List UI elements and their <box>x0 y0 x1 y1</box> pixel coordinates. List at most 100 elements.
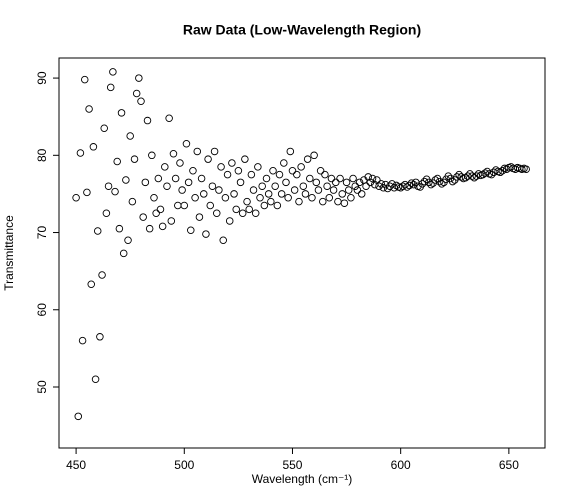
point <box>208 182 217 190</box>
point <box>332 178 340 187</box>
point <box>334 197 342 206</box>
point <box>197 174 206 183</box>
point <box>293 170 301 179</box>
point <box>171 174 180 183</box>
point <box>158 222 167 231</box>
point <box>349 174 357 183</box>
point <box>336 174 344 183</box>
point <box>487 170 496 179</box>
point <box>368 174 377 183</box>
point <box>191 194 199 202</box>
point <box>193 147 202 156</box>
point <box>111 187 119 196</box>
point <box>145 224 154 233</box>
point <box>113 157 121 166</box>
point <box>212 209 221 217</box>
point <box>522 165 530 173</box>
point <box>184 178 193 187</box>
point <box>243 197 251 206</box>
point <box>269 167 277 175</box>
point <box>178 186 186 194</box>
point <box>187 226 195 234</box>
point <box>342 178 351 187</box>
point <box>431 176 440 184</box>
point <box>126 132 134 140</box>
point <box>435 177 444 186</box>
point <box>96 333 104 341</box>
point <box>161 163 169 171</box>
point <box>93 227 102 235</box>
point <box>98 271 106 279</box>
point <box>236 178 245 187</box>
point <box>169 150 178 158</box>
point <box>76 149 85 157</box>
point <box>139 213 147 221</box>
point <box>117 109 126 117</box>
point <box>74 412 83 421</box>
point <box>109 68 117 76</box>
point <box>91 375 100 384</box>
point <box>325 194 334 202</box>
point <box>78 336 87 345</box>
point <box>137 97 145 105</box>
point <box>174 201 182 210</box>
point <box>238 209 247 217</box>
point <box>498 167 507 175</box>
point <box>321 170 329 179</box>
point <box>128 197 137 206</box>
point <box>189 167 197 175</box>
point <box>466 170 474 178</box>
point <box>468 172 476 180</box>
point <box>258 182 266 190</box>
point <box>290 186 299 194</box>
point <box>251 209 260 217</box>
point <box>176 159 184 167</box>
point <box>217 163 225 171</box>
point <box>154 174 163 183</box>
point <box>340 199 349 207</box>
point <box>357 190 366 198</box>
point <box>347 194 355 202</box>
y-tick-label: 90 <box>35 71 49 85</box>
point <box>150 194 158 202</box>
point <box>362 182 370 190</box>
point <box>260 201 269 210</box>
point <box>143 116 152 125</box>
point <box>308 194 316 202</box>
chart-title: Raw Data (Low-Wavelength Region) <box>183 22 421 38</box>
point <box>403 183 411 191</box>
point <box>377 180 385 188</box>
point <box>303 155 312 163</box>
point <box>124 236 132 245</box>
point <box>85 105 93 113</box>
point <box>89 143 98 151</box>
x-tick-label: 500 <box>174 458 194 472</box>
point <box>364 173 372 181</box>
point <box>312 178 321 187</box>
point <box>104 182 113 190</box>
point <box>353 186 362 194</box>
point <box>249 186 258 194</box>
point <box>455 170 463 179</box>
point <box>310 151 318 160</box>
point <box>470 173 478 182</box>
point <box>448 177 457 186</box>
point <box>119 249 128 258</box>
point <box>420 177 429 186</box>
point <box>271 182 279 190</box>
point <box>314 186 323 194</box>
point <box>221 194 230 202</box>
point <box>148 151 156 160</box>
point <box>122 176 130 184</box>
point <box>130 155 139 163</box>
point <box>316 167 325 175</box>
point <box>87 280 95 289</box>
point <box>200 190 208 198</box>
point <box>234 167 243 175</box>
point <box>210 147 219 156</box>
point <box>152 209 160 217</box>
point <box>230 190 238 198</box>
point <box>132 89 141 98</box>
point <box>282 178 290 187</box>
y-axis-label: Transmittance <box>2 215 16 291</box>
